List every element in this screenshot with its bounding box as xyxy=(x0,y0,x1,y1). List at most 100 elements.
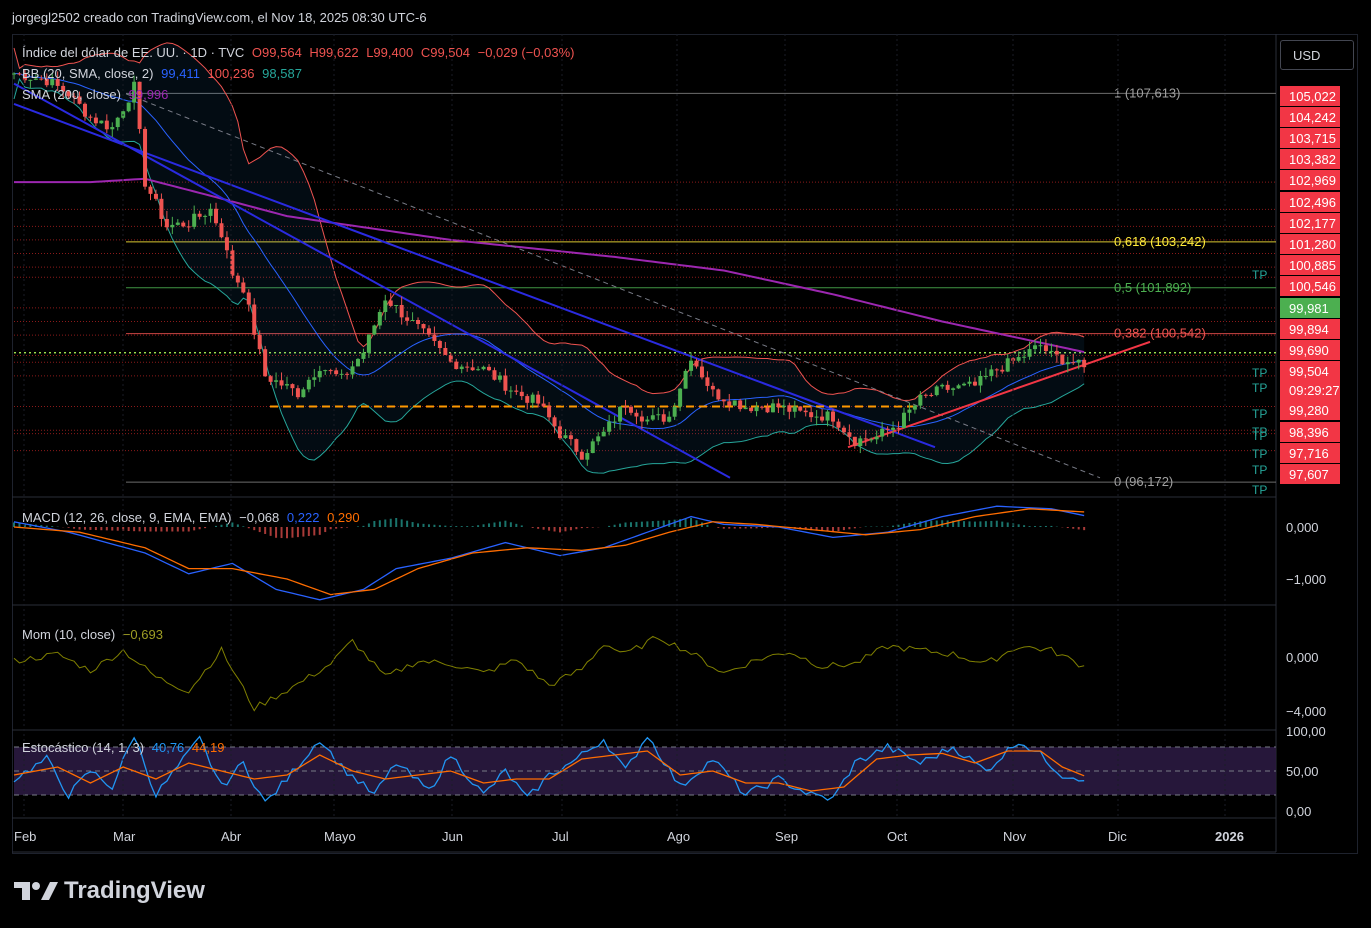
price-tag xyxy=(1280,192,1340,212)
candle-body xyxy=(224,237,229,251)
bb-upper-line xyxy=(13,42,1085,401)
ohlc-close: C99,504 xyxy=(420,45,470,60)
candle-body xyxy=(1043,345,1048,352)
candle-body xyxy=(17,73,22,75)
candle-body xyxy=(563,435,568,439)
candle-body xyxy=(203,215,208,217)
candle-body xyxy=(230,250,235,276)
mom-legend[interactable]: Mom (10, close) −0,693 xyxy=(22,627,167,642)
candle-body xyxy=(361,352,366,359)
candle-body xyxy=(743,407,748,410)
candle-body xyxy=(1027,349,1032,357)
candle-body xyxy=(628,406,633,413)
candle-body xyxy=(776,403,781,408)
tradingview-logo[interactable]: TradingView xyxy=(14,876,205,906)
chart-attribution: jorgegl2502 creado con TradingView.com, … xyxy=(12,10,427,25)
symbol-legend[interactable]: Índice del dólar de EE. UU. · 1D · TVC O… xyxy=(22,45,578,60)
candle-body xyxy=(956,385,961,389)
price-tag-label: 102,969 xyxy=(1289,173,1336,188)
candle-body xyxy=(787,405,792,412)
stoch-legend[interactable]: Estocástico (14, 1, 3) 40,76 44,19 xyxy=(22,740,228,755)
candle-body xyxy=(901,412,906,428)
macd-axis-label: −1,000 xyxy=(1286,572,1326,587)
macd-legend[interactable]: MACD (12, 26, close, 9, EMA, EMA) −0,068… xyxy=(22,510,364,525)
candle-body xyxy=(754,406,759,412)
candle-body xyxy=(661,414,666,422)
price-tag-label: 101,280 xyxy=(1289,237,1336,252)
candle-body xyxy=(503,375,508,391)
fib-label: 0,618 (103,242) xyxy=(1114,234,1206,249)
candle-body xyxy=(159,198,164,219)
time-axis-label: Oct xyxy=(887,829,908,844)
candle-body xyxy=(1033,345,1038,350)
momentum-line xyxy=(13,635,1085,712)
time-axis-label: Nov xyxy=(1003,829,1027,844)
ohlc-open: O99,564 xyxy=(251,45,302,60)
macd-line xyxy=(13,505,1085,601)
candle-body xyxy=(912,405,917,410)
time-axis-label: Dic xyxy=(1108,829,1127,844)
candle-body xyxy=(749,407,754,412)
candle-body xyxy=(847,432,852,437)
price-tag-label: 100,885 xyxy=(1289,258,1336,273)
bb-lower-line xyxy=(13,77,1085,474)
candle-body xyxy=(143,128,148,187)
candle-body xyxy=(601,431,606,437)
stoch-d-value: 44,19 xyxy=(191,740,225,755)
candle-body xyxy=(132,81,137,103)
currency-button[interactable]: USD xyxy=(1280,40,1354,70)
mom-value: −0,693 xyxy=(122,627,163,642)
price-tag xyxy=(1280,298,1340,318)
candle-body xyxy=(366,334,371,353)
candle-body xyxy=(437,340,442,348)
price-tag-label: 09:29:27 xyxy=(1289,383,1340,398)
chart-frame[interactable] xyxy=(12,34,1358,854)
time-axis-label: Feb xyxy=(14,829,36,844)
candle-body xyxy=(219,223,224,238)
time-axis-label: 2026 xyxy=(1215,829,1244,844)
candle-body xyxy=(929,394,934,396)
tp-marker: TP xyxy=(1252,407,1267,421)
bb-legend[interactable]: BB (20, SMA, close, 2) 99,411 100,236 98… xyxy=(22,66,306,81)
candle-body xyxy=(263,349,268,377)
candle-body xyxy=(994,369,999,371)
candle-body xyxy=(399,304,404,318)
candle-body xyxy=(694,360,699,367)
time-axis-label: Ago xyxy=(667,829,690,844)
price-tag xyxy=(1280,380,1340,400)
candle-body xyxy=(825,411,830,421)
candle-body xyxy=(590,441,595,454)
candle-body xyxy=(574,439,579,452)
price-tag xyxy=(1280,213,1340,233)
candle-body xyxy=(252,304,257,335)
candle-body xyxy=(896,427,901,429)
candle-body xyxy=(126,102,131,112)
price-tag-label: 102,496 xyxy=(1289,195,1336,210)
candle-body xyxy=(983,375,988,377)
price-tag xyxy=(1280,340,1340,360)
candle-body xyxy=(650,415,655,420)
candle-body xyxy=(618,406,623,422)
bb-label: BB (20, SMA, close, 2) xyxy=(22,66,154,81)
bb-fill xyxy=(14,42,1085,474)
candle-body xyxy=(334,370,339,375)
candle-body xyxy=(214,208,219,224)
candle-body xyxy=(88,116,93,118)
candle-body xyxy=(852,436,857,447)
candle-body xyxy=(61,85,66,92)
symbol-name: Índice del dólar de EE. UU. · 1D · TVC xyxy=(22,45,245,60)
price-tag-label: 99,690 xyxy=(1289,343,1329,358)
sma-legend[interactable]: SMA (200, close) 99,996 xyxy=(22,87,172,102)
fib-label: 0,5 (101,892) xyxy=(1114,280,1191,295)
macd-signal-line xyxy=(13,508,1085,596)
candle-body xyxy=(279,380,284,386)
candle-body xyxy=(164,218,169,228)
candle-body xyxy=(683,370,688,389)
candle-body xyxy=(175,222,180,225)
tp-marker: TP xyxy=(1252,429,1267,443)
candle-body xyxy=(492,370,497,380)
candle-body xyxy=(967,381,972,384)
time-axis-label: Mayo xyxy=(324,829,356,844)
fib-label: 0,382 (100,542) xyxy=(1114,326,1206,341)
